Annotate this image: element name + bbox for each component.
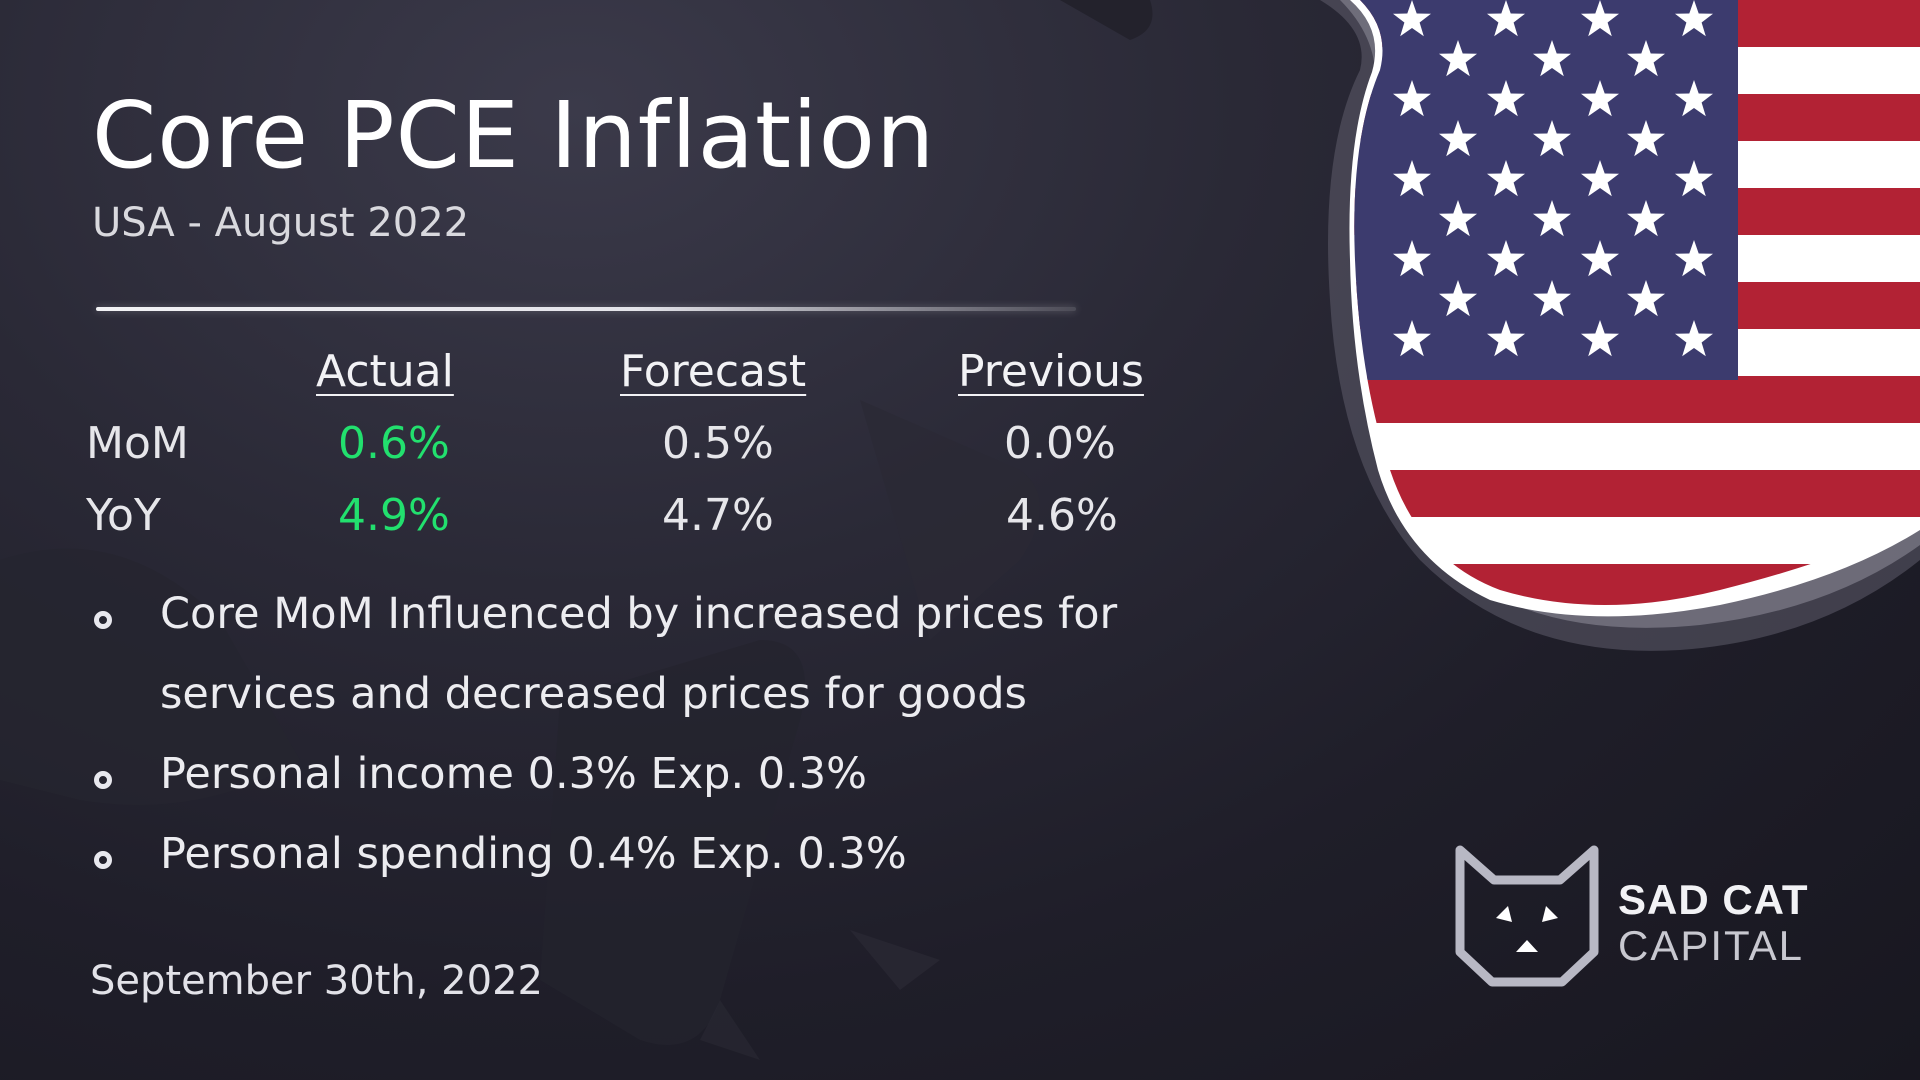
flag-star	[1533, 200, 1571, 237]
bullet-icon	[94, 611, 112, 629]
flag-star	[1487, 0, 1525, 37]
cell-yoy-previous: 4.6%	[1006, 490, 1118, 541]
note-item: Core MoM Influenced by increased prices …	[160, 589, 1118, 719]
usa-flag-shield-icon	[1320, 0, 1920, 651]
column-header-forecast: Forecast	[620, 346, 807, 397]
cell-mom-actual: 0.6%	[338, 418, 450, 469]
bullet-icon	[94, 771, 112, 789]
flag-star	[1581, 240, 1619, 277]
flag-star	[1533, 40, 1571, 77]
flag-star	[1487, 80, 1525, 117]
flag-star	[1675, 160, 1713, 197]
flag-star	[1439, 200, 1477, 237]
note-item: Personal spending 0.4% Exp. 0.3%	[160, 829, 907, 879]
flag-star	[1533, 120, 1571, 157]
publish-date: September 30th, 2022	[90, 958, 543, 1004]
cell-mom-forecast: 0.5%	[662, 418, 774, 469]
bullet-icon	[94, 851, 112, 869]
flag-star	[1439, 120, 1477, 157]
flag-star	[1581, 80, 1619, 117]
flag-star	[1439, 280, 1477, 317]
flag-star	[1487, 160, 1525, 197]
divider	[96, 307, 1076, 311]
flag-star	[1627, 200, 1665, 237]
flag-star	[1675, 320, 1713, 357]
logo-text-primary: SAD CAT	[1618, 876, 1809, 923]
flag-star	[1393, 320, 1431, 357]
cell-yoy-forecast: 4.7%	[662, 490, 774, 541]
cat-shield-icon	[1455, 845, 1599, 987]
flag-star	[1487, 320, 1525, 357]
flag-star	[1393, 0, 1431, 37]
row-label-mom: MoM	[86, 418, 189, 469]
flag-star	[1581, 320, 1619, 357]
page-title: Core PCE Inflation	[92, 82, 936, 189]
logo-text-secondary: CAPITAL	[1618, 922, 1804, 969]
flag-star	[1533, 280, 1571, 317]
flag-star	[1393, 160, 1431, 197]
row-label-yoy: YoY	[86, 490, 161, 541]
flag-star	[1581, 160, 1619, 197]
flag-star	[1393, 240, 1431, 277]
flag-star	[1487, 240, 1525, 277]
cell-yoy-actual: 4.9%	[338, 490, 450, 541]
cell-mom-previous: 0.0%	[1004, 418, 1116, 469]
flag-star	[1581, 0, 1619, 37]
flag-star	[1439, 40, 1477, 77]
flag-star	[1627, 40, 1665, 77]
column-header-actual: Actual	[316, 346, 454, 397]
column-header-previous: Previous	[958, 346, 1144, 397]
flag-star	[1675, 240, 1713, 277]
page-subtitle: USA - August 2022	[92, 200, 470, 246]
flag-star	[1627, 280, 1665, 317]
flag-stripe	[1354, 376, 1920, 423]
note-item: Personal income 0.3% Exp. 0.3%	[160, 749, 868, 799]
flag-stripe	[1354, 470, 1920, 517]
flag-star	[1675, 80, 1713, 117]
flag-star	[1627, 120, 1665, 157]
flag-star	[1675, 0, 1713, 37]
flag-star	[1393, 80, 1431, 117]
